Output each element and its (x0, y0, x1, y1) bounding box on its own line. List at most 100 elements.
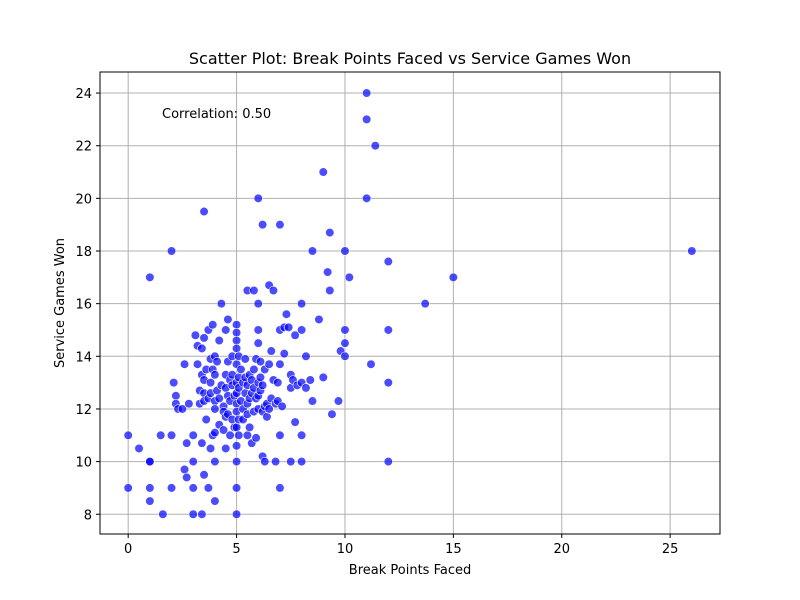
data-point (240, 354, 250, 364)
data-point (362, 114, 372, 124)
data-point (221, 325, 231, 335)
data-point (297, 457, 307, 467)
data-point (123, 483, 133, 493)
data-point (273, 378, 283, 388)
data-point (253, 325, 263, 335)
data-point (236, 364, 246, 375)
data-point (210, 428, 220, 438)
data-point (275, 430, 285, 440)
data-point (214, 335, 224, 346)
data-point (318, 167, 328, 177)
data-point (188, 457, 198, 467)
y-tick-label: 24 (75, 87, 92, 102)
data-point (210, 404, 220, 414)
data-point (231, 335, 242, 346)
data-point (255, 372, 266, 382)
data-point (205, 443, 216, 454)
data-point (255, 356, 266, 367)
data-points (123, 88, 697, 519)
data-point (268, 285, 279, 296)
data-point (687, 246, 697, 256)
data-point (307, 246, 318, 256)
data-point (275, 483, 285, 493)
data-point (275, 359, 285, 369)
data-point (205, 378, 216, 388)
data-point (197, 438, 207, 448)
y-tick-label: 8 (84, 508, 92, 523)
data-point (231, 483, 242, 493)
data-point (366, 359, 376, 369)
data-point (231, 457, 242, 467)
data-point (169, 378, 179, 388)
y-tick-label: 20 (75, 192, 92, 207)
data-point (210, 496, 220, 506)
data-point (199, 206, 209, 217)
data-point (266, 346, 276, 356)
y-tick-label: 16 (75, 298, 92, 313)
data-point (301, 351, 311, 361)
data-point (179, 359, 190, 369)
data-point (145, 496, 155, 506)
data-point (201, 414, 211, 425)
data-point (286, 457, 296, 467)
data-point (257, 220, 268, 230)
data-point (182, 472, 192, 483)
data-point (290, 330, 300, 340)
data-point (253, 193, 263, 203)
data-point (251, 433, 261, 443)
chart-title: Scatter Plot: Break Points Faced vs Serv… (189, 49, 631, 68)
data-point (171, 391, 181, 401)
data-point (327, 409, 337, 419)
data-point (166, 246, 177, 256)
data-point (340, 338, 350, 348)
y-tick-label: 10 (75, 456, 92, 471)
data-point (370, 141, 380, 151)
x-tick-label: 10 (337, 542, 354, 557)
data-point (182, 438, 192, 448)
data-point (242, 430, 253, 440)
plot-frame (99, 71, 721, 535)
data-point (210, 457, 220, 467)
data-point (270, 457, 281, 467)
x-tick-label: 0 (124, 542, 132, 557)
data-point (190, 330, 200, 340)
data-point (325, 285, 335, 296)
data-point (257, 380, 268, 390)
data-point (145, 483, 155, 493)
data-point (383, 457, 393, 467)
data-point (249, 364, 259, 375)
data-point (301, 383, 311, 393)
data-point (188, 509, 198, 519)
y-tick-label: 14 (75, 350, 92, 365)
data-point (383, 256, 393, 267)
data-point (344, 272, 354, 282)
axis-ticks: 0 5 10 15 20 25 8 10 12 14 16 18 20 22 24 (75, 87, 678, 557)
data-point (158, 509, 168, 519)
data-point (253, 299, 263, 309)
data-point (340, 325, 350, 335)
data-point (199, 470, 209, 480)
correlation-annotation: Correlation: 0.50 (162, 107, 271, 122)
data-point (244, 422, 255, 432)
data-point (166, 430, 177, 440)
data-point (188, 483, 198, 493)
data-point (134, 443, 144, 454)
data-point (318, 372, 328, 382)
y-tick-label: 18 (75, 245, 92, 260)
data-point (314, 314, 324, 325)
data-point (383, 325, 393, 335)
data-point (208, 320, 218, 330)
data-point (188, 430, 198, 440)
data-point (156, 430, 166, 440)
data-point (166, 483, 177, 493)
data-point (305, 375, 315, 385)
data-point (249, 285, 259, 296)
data-point (203, 483, 213, 493)
data-point (260, 457, 270, 467)
x-tick-label: 20 (553, 542, 570, 557)
data-point (199, 333, 209, 343)
data-point (290, 417, 300, 427)
data-point (192, 359, 203, 369)
